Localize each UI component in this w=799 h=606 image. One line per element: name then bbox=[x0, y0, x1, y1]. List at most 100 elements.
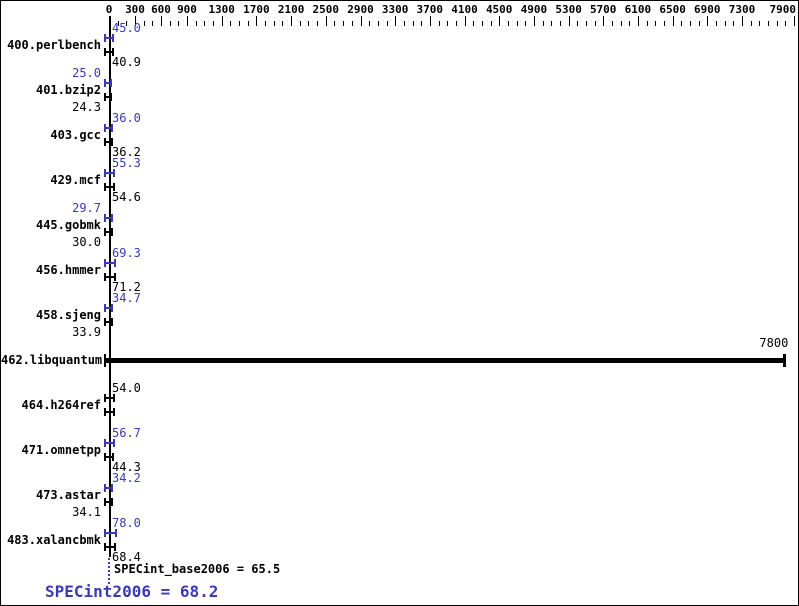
benchmark-name-label: 483.xalancbmk bbox=[7, 533, 101, 547]
bar-line bbox=[104, 307, 112, 309]
axis-tick-label: 1300 bbox=[208, 3, 235, 16]
benchmark-name-label: 445.gobmk bbox=[35, 218, 101, 232]
benchmark-name-label: 471.omnetpp bbox=[21, 443, 101, 457]
axis-minor-tick bbox=[559, 21, 561, 26]
axis-minor-tick bbox=[551, 21, 553, 26]
axis-minor-tick bbox=[724, 21, 726, 26]
axis-minor-tick bbox=[585, 21, 587, 26]
axis-tick-label: 6900 bbox=[694, 3, 721, 16]
base-value-label: 54.6 bbox=[112, 190, 141, 204]
axis-minor-tick bbox=[663, 21, 665, 26]
axis-minor-tick bbox=[308, 21, 310, 26]
axis-tick-label: 2500 bbox=[312, 3, 340, 16]
axis-minor-tick bbox=[759, 21, 761, 26]
axis-major-tick bbox=[360, 16, 362, 26]
axis-major-tick bbox=[742, 16, 743, 26]
axis-tick-label: 5300 bbox=[555, 3, 582, 16]
axis-tick-label: 4500 bbox=[485, 3, 513, 16]
base-value-label: 33.9 bbox=[72, 325, 101, 339]
peak-value-label: 78.0 bbox=[112, 516, 141, 530]
base-value-label: 34.1 bbox=[72, 505, 101, 519]
benchmark-name-label: 458.sjeng bbox=[35, 308, 101, 322]
base-value-label: 44.3 bbox=[112, 460, 141, 474]
base-value-label: 40.9 bbox=[112, 55, 141, 69]
bar-end-cap bbox=[111, 304, 113, 312]
bar-line bbox=[104, 276, 116, 278]
axis-minor-tick bbox=[785, 21, 787, 26]
bar-end-cap bbox=[112, 394, 115, 402]
bar-end-cap bbox=[114, 529, 117, 537]
bar-line bbox=[104, 231, 112, 233]
bar-line bbox=[104, 442, 114, 444]
bar-start-cap bbox=[104, 543, 106, 551]
axis-minor-tick bbox=[750, 21, 752, 26]
axis-minor-tick bbox=[299, 21, 301, 26]
bar-start-cap bbox=[104, 484, 106, 492]
axis-minor-tick bbox=[334, 21, 336, 26]
bar-line bbox=[104, 51, 113, 53]
benchmark-name-label: 403.gcc bbox=[50, 128, 101, 142]
bar-end-cap bbox=[783, 353, 787, 367]
bar-start-cap bbox=[104, 34, 106, 42]
axis-tick-label: 7300 bbox=[728, 3, 756, 16]
bar-end-cap bbox=[112, 183, 115, 191]
benchmark-name-label: 401.bzip2 bbox=[35, 83, 101, 97]
bar-end-cap bbox=[114, 259, 116, 267]
axis-minor-tick bbox=[698, 21, 700, 26]
bar-start-cap bbox=[104, 228, 106, 236]
bar-start-cap bbox=[104, 214, 106, 222]
bar-line bbox=[104, 96, 112, 98]
axis-minor-tick bbox=[525, 21, 527, 26]
base-value-label: 30.0 bbox=[72, 235, 101, 249]
axis-minor-tick bbox=[655, 21, 657, 26]
axis-tick-label: 5700 bbox=[589, 3, 617, 16]
axis-minor-tick bbox=[620, 21, 622, 26]
bar-end-cap bbox=[111, 34, 114, 42]
bar-line bbox=[104, 141, 113, 143]
base-value-label: 71.2 bbox=[112, 280, 141, 294]
peak-value-label: 45.0 bbox=[112, 21, 141, 35]
axis-major-tick bbox=[161, 16, 162, 26]
peak-value-label: 55.3 bbox=[112, 156, 141, 170]
axis-minor-tick bbox=[412, 21, 414, 26]
bar-start-cap bbox=[104, 93, 106, 101]
bar-line bbox=[104, 456, 113, 458]
bar-start-cap bbox=[104, 138, 106, 146]
axis-tick-label: 1700 bbox=[243, 3, 270, 16]
bar-end-cap bbox=[110, 228, 113, 236]
bar-line bbox=[104, 487, 112, 489]
bar-line bbox=[104, 397, 114, 399]
benchmark-name-label: 473.astar bbox=[35, 488, 101, 502]
bar-start-cap bbox=[104, 408, 106, 416]
axis-tick-label: 3700 bbox=[416, 3, 444, 16]
bar-end-cap bbox=[112, 408, 115, 416]
bar-line bbox=[104, 262, 115, 264]
bar-end-cap bbox=[111, 138, 114, 146]
axis-minor-tick bbox=[386, 21, 388, 26]
peak-value-label: 25.0 bbox=[72, 66, 101, 80]
axis-major-tick bbox=[568, 16, 570, 26]
axis-tick-label: 4900 bbox=[520, 3, 548, 16]
axis-minor-tick bbox=[481, 21, 483, 26]
axis-major-tick bbox=[187, 16, 188, 26]
benchmark-name-label: 456.hmmer bbox=[35, 263, 101, 277]
axis-minor-tick bbox=[369, 21, 371, 26]
axis-major-tick bbox=[499, 16, 501, 26]
axis-tick-label: 6500 bbox=[659, 3, 686, 16]
bar-line bbox=[104, 82, 112, 84]
axis-tick-label: 2900 bbox=[347, 3, 374, 16]
specint-marker-dotted-line bbox=[108, 558, 110, 584]
axis-minor-tick bbox=[351, 21, 353, 26]
axis-major-tick bbox=[325, 16, 327, 26]
base-value-label: 7800 bbox=[759, 336, 789, 350]
axis-minor-tick bbox=[473, 21, 475, 26]
bar-end-cap bbox=[110, 214, 113, 222]
bar-start-cap bbox=[104, 169, 106, 177]
axis-tick-label: 300 bbox=[125, 3, 145, 16]
axis-minor-tick bbox=[377, 21, 379, 26]
axis-minor-tick bbox=[230, 21, 232, 26]
axis-major-tick bbox=[672, 16, 674, 26]
bar-start-cap bbox=[104, 124, 106, 132]
axis-major-tick bbox=[637, 16, 639, 26]
bar-start-cap bbox=[104, 79, 106, 87]
